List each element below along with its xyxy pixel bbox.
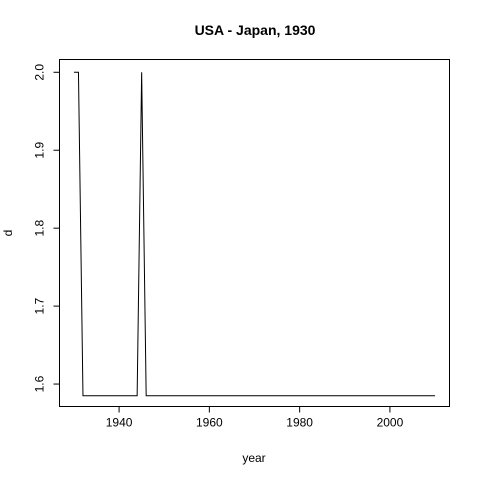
chart-title: USA - Japan, 1930 [195,22,316,38]
y-tick-label: 1.8 [33,220,47,237]
y-tick-label: 1.6 [33,375,47,392]
x-tick-label: 2000 [377,416,404,430]
series-layer [73,71,436,397]
y-tick-label: 2.0 [33,64,47,81]
x-axis-label: year [242,451,265,465]
x-tick-label: 1980 [286,416,313,430]
x-tick-label: 1940 [106,416,133,430]
y-tick-label: 1.7 [33,297,47,314]
plot-frame [59,59,450,407]
y-axis-label: d [1,230,15,237]
series-line [73,71,436,397]
x-tick-label: 1960 [196,416,223,430]
x-axis: 1940 1960 1980 2000 [106,406,404,430]
y-tick-label: 1.9 [33,142,47,159]
y-axis: 1.6 1.7 1.8 1.9 2.0 [33,64,60,392]
